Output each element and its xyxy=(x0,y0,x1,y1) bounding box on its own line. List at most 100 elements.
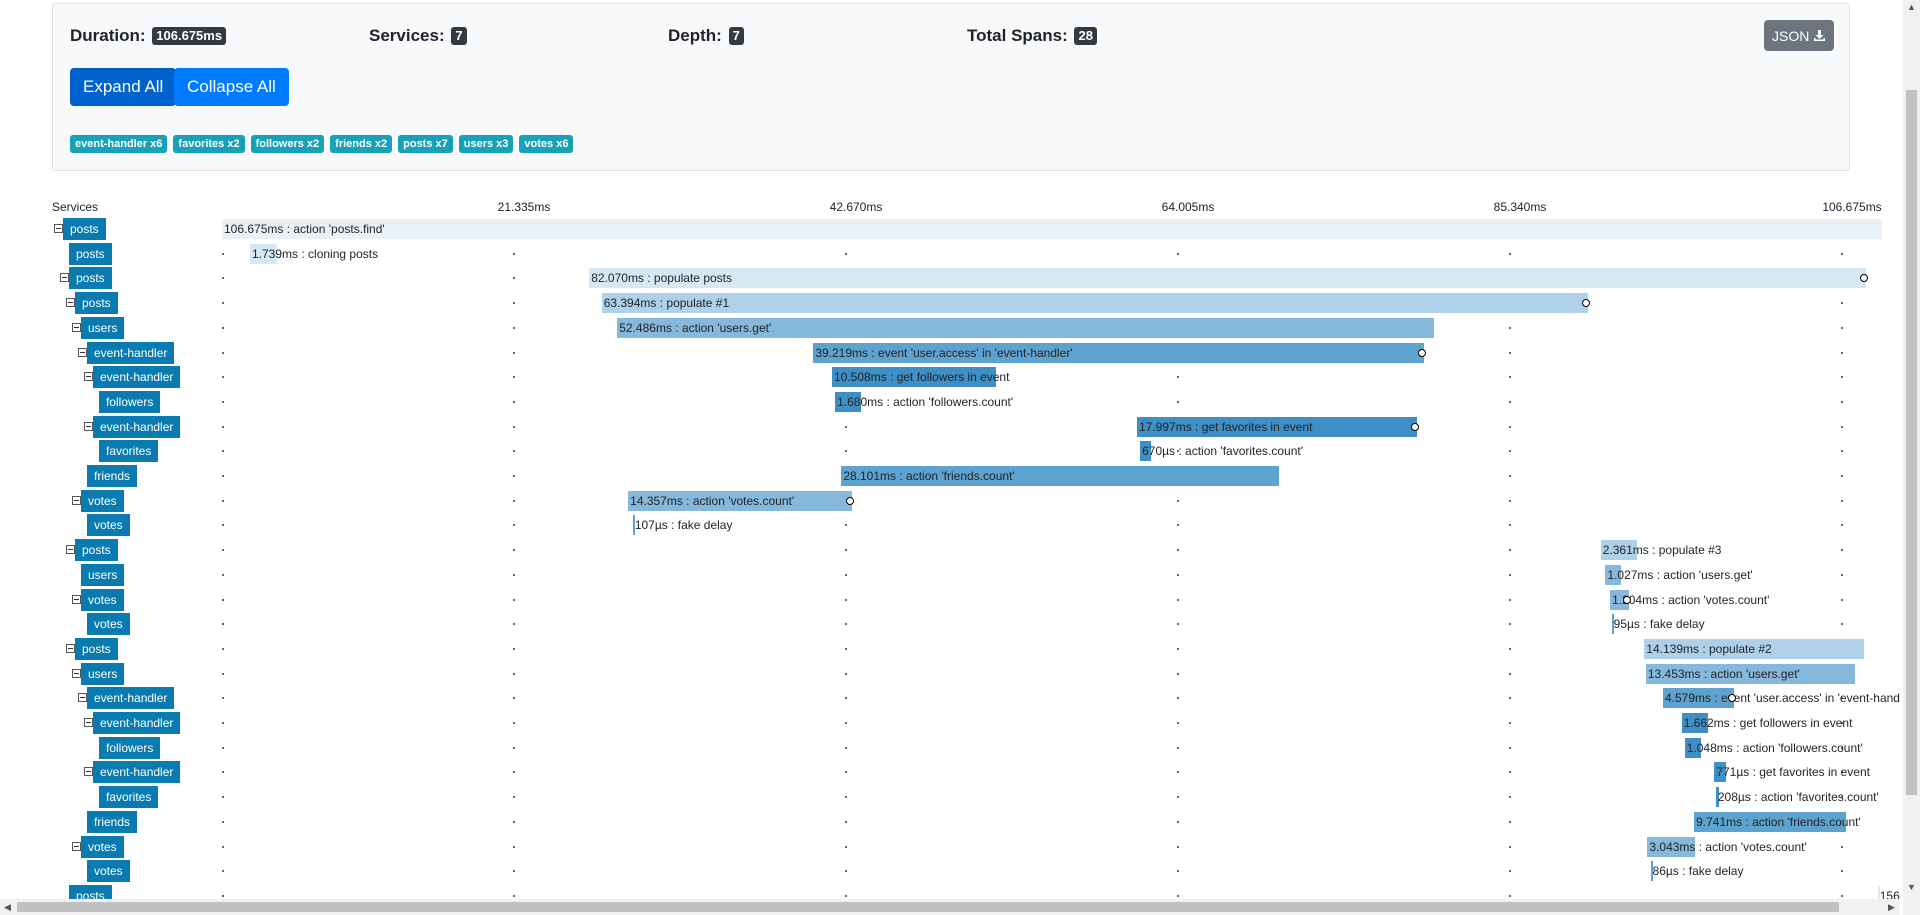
service-badge[interactable]: event-handler xyxy=(87,341,175,364)
span-row[interactable]: event-handler 4.579ms : event 'user.acces… xyxy=(0,687,1900,710)
span-bar[interactable] xyxy=(1647,836,1695,857)
service-badge[interactable]: friends xyxy=(87,810,138,833)
service-badge[interactable]: friends xyxy=(87,465,138,487)
scroll-up-icon[interactable]: ▲ xyxy=(1907,2,1916,12)
service-badge[interactable]: posts xyxy=(69,242,112,265)
span-row[interactable]: posts 82.070ms : populate posts xyxy=(0,267,1900,290)
horizontal-scroll-thumb[interactable] xyxy=(17,902,1839,912)
span-row[interactable]: users 52.486ms : action 'users.get' xyxy=(0,316,1900,339)
span-row[interactable]: posts 106.675ms : action 'posts.find' xyxy=(0,218,1900,240)
span-bar[interactable] xyxy=(1137,416,1418,437)
service-badge[interactable]: event-handler xyxy=(93,366,181,389)
span-bar[interactable] xyxy=(250,243,278,264)
span-bar[interactable] xyxy=(1684,737,1702,758)
collapse-toggle-icon[interactable] xyxy=(60,273,69,283)
scroll-right-icon[interactable]: ▶ xyxy=(1888,902,1895,912)
collapse-toggle-icon[interactable] xyxy=(78,347,87,357)
span-row[interactable]: posts 2.361ms : populate #3 xyxy=(0,539,1900,562)
span-bar[interactable] xyxy=(1645,663,1856,684)
expand-all-button[interactable]: Expand All xyxy=(70,68,177,106)
span-row[interactable]: users 13.453ms : action 'users.get' xyxy=(0,662,1900,685)
service-badge[interactable]: votes xyxy=(81,588,124,611)
collapse-toggle-icon[interactable] xyxy=(72,495,81,505)
service-badge[interactable]: posts xyxy=(69,884,112,899)
span-row[interactable]: followers 1.680ms : action 'followers.cou… xyxy=(0,390,1900,413)
collapse-toggle-icon[interactable] xyxy=(66,298,75,308)
collapse-toggle-icon[interactable] xyxy=(78,693,87,703)
service-badge[interactable]: posts xyxy=(75,292,118,315)
service-badge[interactable]: event-handler xyxy=(93,761,181,784)
span-bar[interactable] xyxy=(841,466,1279,486)
span-bar[interactable] xyxy=(1714,762,1727,783)
service-badge[interactable]: posts xyxy=(75,637,118,660)
collapse-toggle-icon[interactable] xyxy=(66,545,75,555)
span-row[interactable]: votes 3.043ms : action 'votes.count' xyxy=(0,835,1900,858)
service-badge[interactable]: event-handler xyxy=(93,712,181,734)
span-row[interactable]: votes 1.204ms : action 'votes.count' xyxy=(0,588,1900,611)
span-row[interactable]: posts 63.394ms : populate #1 xyxy=(0,292,1900,315)
collapse-toggle-icon[interactable] xyxy=(54,224,63,233)
span-bar[interactable] xyxy=(813,342,1424,363)
collapse-toggle-icon[interactable] xyxy=(66,643,75,653)
span-bar[interactable] xyxy=(835,391,862,412)
span-bar[interactable] xyxy=(1140,441,1151,462)
service-badge[interactable]: votes xyxy=(87,613,130,636)
span-bar[interactable] xyxy=(589,268,1867,289)
span-bar[interactable] xyxy=(1600,540,1638,561)
span-row[interactable]: posts 1.739ms : cloning posts xyxy=(0,242,1900,265)
scroll-down-icon[interactable]: ▼ xyxy=(1907,882,1916,892)
span-row[interactable]: votes 86µs : fake delay xyxy=(0,860,1900,883)
service-badge[interactable]: votes xyxy=(81,489,124,512)
span-row[interactable]: friends 9.741ms : action 'friends.count' xyxy=(0,810,1900,833)
collapse-toggle-icon[interactable] xyxy=(84,421,93,431)
span-bar[interactable] xyxy=(1694,811,1846,832)
collapse-toggle-icon[interactable] xyxy=(84,718,93,727)
service-badge[interactable]: posts xyxy=(69,267,112,290)
span-row[interactable]: votes 95µs : fake delay xyxy=(0,613,1900,636)
span-row[interactable]: event-handler 39.219ms : event 'user.acce… xyxy=(0,341,1900,364)
span-bar[interactable] xyxy=(1611,614,1614,635)
span-row[interactable]: event-handler 17.997ms : get favorites in… xyxy=(0,415,1900,438)
service-badge[interactable]: posts xyxy=(75,539,118,562)
collapse-toggle-icon[interactable] xyxy=(72,841,81,851)
collapse-toggle-icon[interactable] xyxy=(84,372,93,382)
scroll-left-icon[interactable]: ◀ xyxy=(4,902,11,912)
collapse-all-button[interactable]: Collapse All xyxy=(174,68,289,106)
span-row[interactable]: favorites 670µs : action 'favorites.count… xyxy=(0,440,1900,463)
service-badge[interactable]: event-handler xyxy=(87,687,175,710)
span-row[interactable]: followers 1.048ms : action 'followers.cou… xyxy=(0,736,1900,759)
span-bar[interactable] xyxy=(1715,787,1720,808)
span-bar[interactable] xyxy=(1650,861,1653,882)
service-badge[interactable]: followers xyxy=(99,736,161,759)
collapse-toggle-icon[interactable] xyxy=(72,594,81,604)
service-badge[interactable]: posts xyxy=(63,218,106,240)
span-bar[interactable] xyxy=(832,367,996,388)
span-row[interactable]: event-handler 10.508ms : get followers in… xyxy=(0,366,1900,389)
span-bar[interactable] xyxy=(1877,885,1881,899)
collapse-toggle-icon[interactable] xyxy=(84,767,93,777)
service-badge[interactable]: favorites xyxy=(99,786,159,809)
service-badge[interactable]: followers xyxy=(99,390,161,413)
span-row[interactable]: event-handler 771µs : get favorites in ev… xyxy=(0,761,1900,784)
span-row[interactable]: friends 28.101ms : action 'friends.count' xyxy=(0,465,1900,487)
json-download-button[interactable]: JSON xyxy=(1764,20,1835,51)
vertical-scroll-thumb[interactable] xyxy=(1906,90,1917,795)
service-badge[interactable]: event-handler xyxy=(93,415,181,438)
service-badge[interactable]: votes xyxy=(87,514,130,537)
collapse-toggle-icon[interactable] xyxy=(72,668,81,678)
service-badge[interactable]: users xyxy=(81,316,125,339)
span-bar[interactable] xyxy=(632,515,635,536)
span-row[interactable]: posts 156µ xyxy=(0,884,1900,899)
span-bar[interactable] xyxy=(1644,638,1865,659)
span-bar[interactable] xyxy=(1605,564,1622,585)
horizontal-scrollbar[interactable]: ◀ ▶ xyxy=(0,899,1900,915)
span-row[interactable]: event-handler 1.662ms : get followers in … xyxy=(0,712,1900,734)
span-row[interactable]: users 1.027ms : action 'users.get' xyxy=(0,563,1900,586)
span-bar[interactable] xyxy=(1662,688,1735,709)
service-badge[interactable]: users xyxy=(81,563,125,586)
service-badge[interactable]: votes xyxy=(87,860,130,883)
span-bar[interactable] xyxy=(222,219,1882,239)
service-badge[interactable]: users xyxy=(81,662,125,685)
span-row[interactable]: favorites 208µs : action 'favorites.count… xyxy=(0,786,1900,809)
span-bar[interactable] xyxy=(1681,713,1708,733)
